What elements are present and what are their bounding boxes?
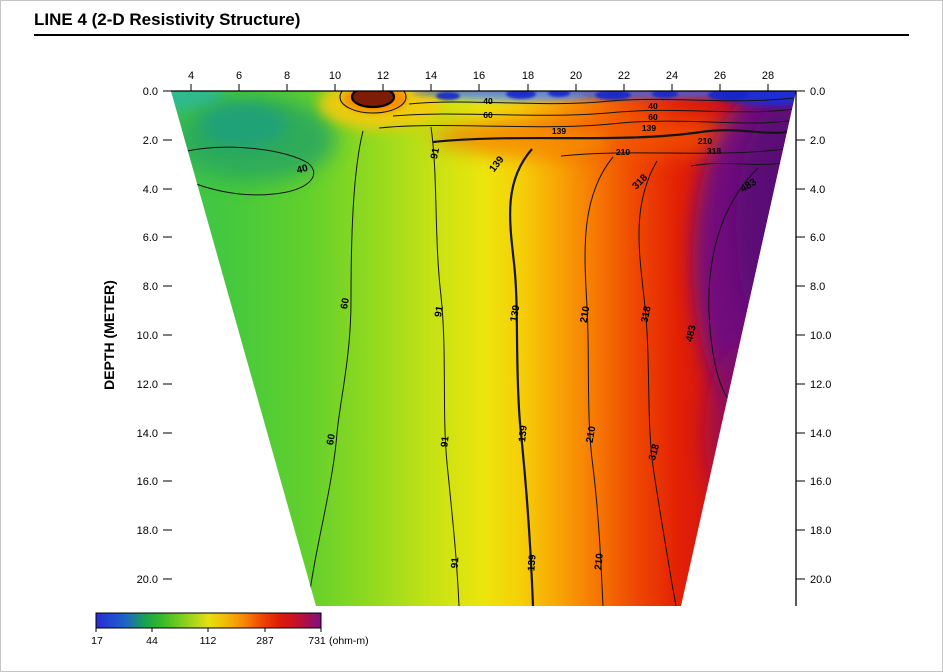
contour-label-210: 210 — [585, 425, 599, 444]
contour-line-top-91 — [378, 119, 795, 129]
contour-line-top-210 — [560, 147, 795, 157]
y-tick-label: 10.0 — [810, 330, 831, 342]
contour-line-top-60 — [392, 108, 795, 117]
contour-closed-body — [350, 91, 396, 109]
contour-label-139: 139 — [517, 424, 530, 442]
contour-label-40: 40 — [296, 163, 310, 177]
y-tick-label: 16.0 — [137, 476, 158, 488]
contour-label-40: 40 — [483, 96, 493, 106]
x-tick-label: 26 — [714, 70, 726, 82]
y-axis-labels-left: 0.0 2.0 4.0 6.0 8.0 10.0 12.0 14.0 16.0 … — [137, 86, 158, 586]
colorbar-unit-label: (ohm-m) — [329, 635, 369, 647]
y-tick-label: 4.0 — [143, 184, 158, 196]
contour-label-60: 60 — [483, 110, 493, 120]
y-tick-label: 0.0 — [810, 86, 825, 98]
y-tick-label: 14.0 — [137, 428, 158, 440]
colorbar-tick-label: 112 — [200, 635, 217, 647]
contour-label-91: 91 — [439, 435, 451, 448]
colorbar-tick-label: 287 — [256, 635, 274, 647]
contour-line-91 — [430, 126, 460, 606]
contour-label-91: 91 — [429, 146, 442, 160]
contour-label-318: 318 — [707, 146, 721, 156]
contour-label-139: 139 — [526, 554, 538, 572]
x-axis-labels: 4 6 8 10 12 14 16 18 20 22 24 26 28 — [188, 70, 774, 82]
x-tick-label: 22 — [618, 70, 630, 82]
y-tick-label: 4.0 — [810, 184, 825, 196]
axes — [171, 90, 797, 606]
contour-label-91: 91 — [450, 556, 462, 568]
title-rule — [34, 34, 909, 36]
y-tick-label: 8.0 — [810, 281, 825, 293]
contour-label-210: 210 — [698, 136, 712, 146]
y-tick-label: 2.0 — [143, 135, 158, 147]
contour-line-483 — [708, 167, 759, 400]
contour-label-139: 139 — [509, 304, 523, 323]
contour-line-40 — [181, 146, 314, 196]
x-tick-label: 8 — [284, 70, 290, 82]
contour-label-139: 139 — [642, 123, 656, 133]
contour-label-210: 210 — [593, 552, 606, 570]
x-tick-label: 28 — [762, 70, 774, 82]
contour-label-60: 60 — [325, 433, 338, 446]
colorbar-tick-label: 17 — [91, 635, 103, 647]
y-tick-label: 20.0 — [137, 574, 158, 586]
contour-line-60 — [307, 130, 364, 606]
x-tick-label: 14 — [425, 70, 437, 82]
y-tick-label: 20.0 — [810, 574, 831, 586]
left-axis-ticks — [163, 90, 172, 580]
x-tick-label: 20 — [570, 70, 582, 82]
x-tick-label: 24 — [666, 70, 678, 82]
contour-label-60: 60 — [648, 112, 658, 122]
y-tick-label: 8.0 — [143, 281, 158, 293]
x-tick-label: 6 — [236, 70, 242, 82]
contour-label-483: 483 — [684, 324, 698, 343]
colorbar-ticks — [95, 628, 322, 632]
y-tick-label: 0.0 — [143, 86, 158, 98]
contour-label-318: 318 — [639, 305, 653, 324]
contour-label-40: 40 — [648, 101, 658, 111]
contour-label-210: 210 — [616, 147, 630, 157]
x-tick-label: 16 — [473, 70, 485, 82]
y-tick-label: 6.0 — [810, 232, 825, 244]
x-tick-label: 12 — [377, 70, 389, 82]
y-tick-label: 2.0 — [810, 135, 825, 147]
contour-line-139 — [509, 148, 535, 606]
top-axis-ticks — [190, 84, 769, 91]
contour-lines — [181, 91, 796, 606]
right-axis-ticks — [796, 90, 805, 580]
contour-closed-body-outer — [339, 91, 407, 114]
x-tick-label: 4 — [188, 70, 194, 82]
y-tick-label: 18.0 — [137, 525, 158, 537]
y-tick-label: 16.0 — [810, 476, 831, 488]
contour-line-210 — [584, 156, 614, 606]
y-axis-labels-right: 0.0 2.0 4.0 6.0 8.0 10.0 12.0 14.0 16.0 … — [810, 86, 831, 586]
y-tick-label: 12.0 — [137, 379, 158, 391]
contour-line-top-139 — [432, 128, 795, 144]
contour-label-318: 318 — [647, 442, 662, 461]
contour-line-top-40 — [408, 97, 795, 105]
colorbar-gradient — [95, 612, 322, 629]
y-tick-label: 18.0 — [810, 525, 831, 537]
contour-label-139: 139 — [552, 126, 566, 136]
y-tick-label: 10.0 — [137, 330, 158, 342]
chart-title: LINE 4 (2-D Resistivity Structure) — [34, 10, 301, 29]
contour-line-318 — [638, 160, 677, 606]
colorbar: 17 44 112 287 731 (ohm-m) — [91, 612, 369, 647]
y-tick-label: 6.0 — [143, 232, 158, 244]
x-tick-label: 18 — [522, 70, 534, 82]
y-tick-label: 14.0 — [810, 428, 831, 440]
y-tick-label: 12.0 — [810, 379, 831, 391]
contour-label-60: 60 — [339, 297, 352, 310]
colorbar-tick-label: 731 — [308, 635, 326, 647]
contour-label-91: 91 — [433, 305, 446, 318]
contour-label-210: 210 — [579, 305, 593, 324]
contour-labels: 40 60 139 139 40 60 210 210 318 40 91 13… — [296, 96, 759, 572]
y-axis-title: DEPTH (METER) — [101, 280, 117, 390]
x-tick-label: 10 — [329, 70, 341, 82]
colorbar-tick-label: 44 — [146, 635, 158, 647]
